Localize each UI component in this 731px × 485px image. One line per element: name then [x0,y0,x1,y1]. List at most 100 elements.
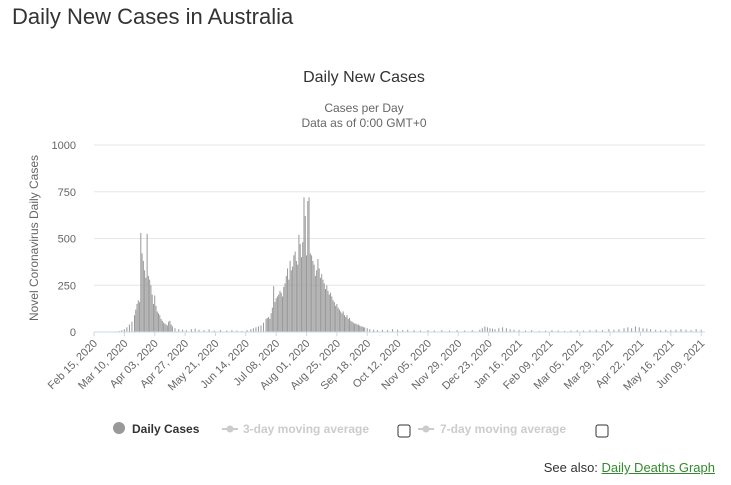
daily-cases-bar [308,197,310,332]
daily-cases-bar [171,326,173,332]
daily-cases-bar [312,260,314,332]
daily-deaths-graph-link[interactable]: Daily Deaths Graph [601,460,715,475]
daily-cases-bar [213,330,215,332]
daily-cases-bar [557,330,559,332]
daily-cases-bar [316,270,318,332]
daily-cases-bar [257,326,259,332]
daily-cases-bar [147,275,149,332]
daily-cases-bar [583,330,585,332]
daily-cases-bar [489,328,491,332]
daily-cases-bar [307,201,309,332]
daily-cases-bar [135,309,137,332]
daily-cases-bar [159,315,161,332]
daily-cases-bar [359,325,361,332]
daily-cases-bar [121,330,123,332]
daily-cases-bar [246,330,248,332]
daily-cases-bar [355,323,357,332]
y-tick-label: 250 [58,280,76,292]
daily-cases-bar [685,329,687,332]
daily-cases-bar [531,330,533,332]
daily-cases-bar [360,326,362,332]
daily-cases-bar [351,321,353,332]
daily-cases-bar [376,330,378,332]
daily-cases-bar [276,296,278,332]
daily-cases-bar [471,330,473,332]
daily-cases-bar [297,264,299,332]
daily-cases-bar [361,326,363,332]
daily-cases-bar [321,274,323,332]
daily-cases-bar [608,329,610,332]
daily-cases-bar [260,325,262,332]
legend-7-day-checkbox[interactable] [595,424,609,438]
y-tick-label: 1000 [52,140,76,152]
daily-cases-bar [623,328,625,332]
daily-cases-bar [343,315,345,332]
daily-cases-bar [151,294,153,332]
daily-cases-bar [126,327,128,332]
daily-cases-bar [137,300,139,332]
daily-cases-bar [182,329,184,332]
daily-cases-bar [285,275,287,332]
daily-cases-bar [289,260,291,332]
daily-cases-bar [613,329,615,332]
daily-cases-bar [670,330,672,332]
daily-cases-bar [386,330,388,332]
daily-cases-bar [156,311,158,332]
daily-cases-bar [331,296,333,332]
legend-daily-cases-label: Daily Cases [132,422,200,436]
daily-cases-bar [303,197,305,332]
daily-cases-bar [131,321,133,332]
daily-cases-bar [660,330,662,332]
daily-cases-bar [441,330,443,332]
daily-cases-bar [288,279,290,332]
legend-3-day-checkbox[interactable] [397,424,411,438]
daily-cases-bar [646,328,648,332]
daily-cases-bar [269,318,271,332]
daily-cases-bar [155,305,157,332]
daily-cases-bar [139,302,141,332]
daily-cases-bar [185,330,187,332]
daily-cases-bar [700,329,702,332]
legend-item-7-day-average[interactable]: 7-day moving average [418,422,566,436]
daily-cases-bar [413,330,415,332]
daily-cases-bar [146,233,148,332]
daily-cases-bar [513,329,515,332]
daily-cases-bar [142,260,144,332]
daily-cases-bar [362,327,364,332]
daily-cases-bar [545,330,547,332]
daily-cases-bar [281,296,283,332]
daily-cases-bar [154,295,156,332]
legend-3-day-label: 3-day moving average [243,422,369,436]
daily-cases-bar [502,327,504,332]
daily-cases-bar [141,253,143,332]
daily-cases-bar [486,327,488,332]
daily-cases-bar [287,268,289,332]
daily-cases-bar [145,277,147,332]
daily-cases-bar [509,329,511,332]
daily-cases-bar [352,322,354,332]
daily-cases-bar [618,329,620,332]
daily-cases-bar [335,305,337,332]
daily-cases-bar [319,277,321,332]
daily-cases-bar [350,320,352,332]
daily-cases-bar [491,328,493,332]
daily-cases-bar [328,294,330,332]
daily-cases-bar [160,318,162,332]
daily-cases-bar [427,330,429,332]
daily-cases-bar [631,328,633,332]
daily-cases-bars [115,197,702,332]
page-title: Daily New Cases in Australia [12,4,294,29]
daily-cases-bar [333,302,335,332]
daily-cases-bar [208,329,210,332]
daily-cases-bar [494,329,496,332]
y-tick-labels: 0 250 500 750 1000 [52,140,76,339]
legend-item-daily-cases[interactable]: Daily Cases [113,422,200,436]
legend-item-3-day-average[interactable]: 3-day moving average [222,422,369,436]
daily-cases-bar [170,324,172,332]
y-tick-label: 0 [70,327,76,339]
daily-cases-bar [505,328,507,332]
daily-cases-bar [268,317,270,332]
daily-cases-bar [448,330,450,332]
